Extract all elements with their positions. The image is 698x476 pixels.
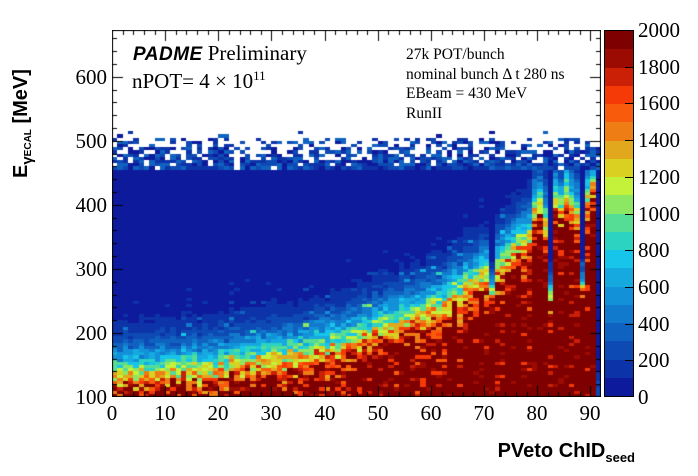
y-tick-label: 400 — [75, 193, 108, 217]
info-line-ebeam: EBeam = 430 MeV — [406, 85, 528, 102]
padme-logo-text: PADME — [133, 44, 203, 65]
y-tick-label: 600 — [75, 65, 108, 89]
colorbar-tick — [625, 250, 634, 251]
y-axis-title-ecal: ECAL — [23, 129, 34, 157]
npot-annotation: nPOT= 4 × 1011 — [132, 68, 266, 94]
colorbar-tick-label: 1000 — [638, 202, 680, 226]
colorbar-band — [605, 341, 633, 360]
colorbar-band — [605, 31, 633, 50]
colorbar-tick — [625, 396, 634, 397]
colorbar-band — [605, 213, 633, 232]
colorbar-band — [605, 67, 633, 86]
colorbar-tick — [625, 324, 634, 325]
y-tick-label: 300 — [75, 257, 108, 281]
x-tick-label: 80 — [526, 401, 548, 425]
y-tick-label: 100 — [75, 385, 108, 409]
x-tick-label: 70 — [473, 401, 495, 425]
colorbar-tick-label: 0 — [638, 385, 649, 409]
colorbar-band — [605, 177, 633, 196]
colorbar-tick-label: 2000 — [638, 18, 680, 42]
colorbar-tick — [625, 30, 634, 31]
colorbar-band — [605, 49, 633, 68]
x-axis-title-subscript: seed — [605, 450, 635, 465]
colorbar-band — [605, 104, 633, 123]
y-axis-title-gamma: γ — [19, 156, 36, 165]
colorbar-band — [605, 304, 633, 323]
y-axis-title: EγECAL [MeV] — [10, 8, 36, 178]
colorbar-band — [605, 286, 633, 305]
info-line-pot: 27k POT/bunch — [406, 46, 505, 63]
colorbar-tick-label: 600 — [638, 275, 670, 299]
colorbar-band — [605, 140, 633, 159]
x-tick-label: 90 — [579, 401, 601, 425]
x-tick-label: 0 — [106, 401, 118, 425]
run-conditions-annotation: 27k POT/bunch nominal bunch Δ t 280 ns E… — [406, 45, 565, 123]
colorbar-tick — [625, 214, 634, 215]
colorbar-band — [605, 377, 633, 396]
colorbar-tick — [625, 287, 634, 288]
x-tick-label: 20 — [207, 401, 229, 425]
colorbar-band — [605, 85, 633, 104]
npot-text: nPOT= 4 × 10 — [132, 69, 254, 93]
x-tick-label: 10 — [154, 401, 176, 425]
colorbar-tick — [625, 140, 634, 141]
colorbar-tick-label: 1600 — [638, 91, 680, 115]
colorbar-tick — [625, 360, 634, 361]
npot-exponent: 11 — [253, 68, 266, 83]
colorbar-tick — [625, 177, 634, 178]
colorbar-tick-label: 400 — [638, 312, 670, 336]
info-line-bunch: nominal bunch Δ t 280 ns — [406, 65, 565, 83]
y-axis-title-symbol: E — [10, 164, 32, 178]
y-tick-label: 500 — [75, 129, 108, 153]
colorbar-tick-label: 800 — [638, 238, 670, 262]
info-line-run: RunII — [406, 104, 443, 122]
x-tick-label: 60 — [420, 401, 442, 425]
colorbar-band — [605, 231, 633, 250]
colorbar-band — [605, 359, 633, 378]
x-axis-title-main: PVeto ChID — [497, 440, 606, 462]
colorbar-tick-label: 1800 — [638, 55, 680, 79]
colorbar-tick-label: 200 — [638, 348, 670, 372]
heatmap-canvas — [112, 30, 601, 397]
colorbar-band — [605, 268, 633, 287]
colorbar-band — [605, 250, 633, 269]
colorbar-band — [605, 195, 633, 214]
experiment-label: PADME Preliminary — [133, 41, 307, 66]
colorbar-band — [605, 122, 633, 141]
x-axis-title: PVeto ChIDseed — [417, 440, 635, 465]
color-scale-bar — [604, 30, 634, 397]
colorbar-band — [605, 158, 633, 177]
colorbar-tick — [625, 103, 634, 104]
colorbar-tick — [625, 67, 634, 68]
preliminary-text: Preliminary — [207, 41, 307, 65]
colorbar-tick-label: 1200 — [638, 165, 680, 189]
y-axis-title-units: [MeV] — [10, 69, 32, 130]
x-tick-label: 30 — [260, 401, 282, 425]
y-tick-label: 200 — [75, 321, 108, 345]
x-tick-label: 50 — [367, 401, 389, 425]
colorbar-tick-label: 1400 — [638, 128, 680, 152]
x-tick-label: 40 — [314, 401, 336, 425]
colorbar-band — [605, 323, 633, 342]
